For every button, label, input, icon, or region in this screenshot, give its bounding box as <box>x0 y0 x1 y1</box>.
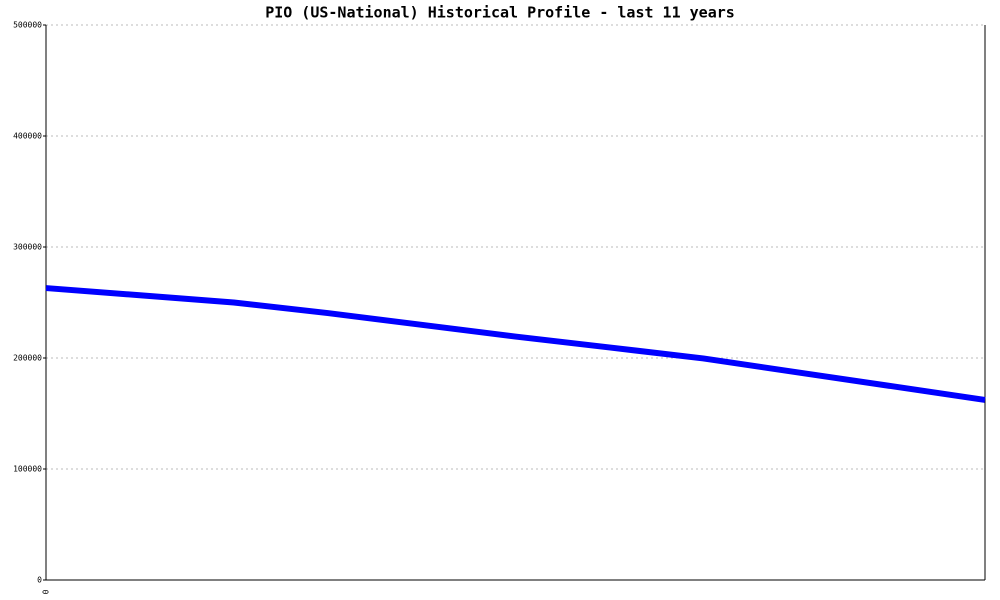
data-line <box>45 285 986 403</box>
y-tick-label: 0 <box>37 576 42 585</box>
y-tick-label: 200000 <box>13 354 42 363</box>
y-tick-label: 500000 <box>13 21 42 30</box>
x-tick-label: 0 <box>42 589 51 594</box>
y-tick-label: 400000 <box>13 132 42 141</box>
y-tick-label: 100000 <box>13 465 42 474</box>
y-tick-label: 300000 <box>13 243 42 252</box>
chart-title: PIO (US-National) Historical Profile - l… <box>265 4 735 22</box>
